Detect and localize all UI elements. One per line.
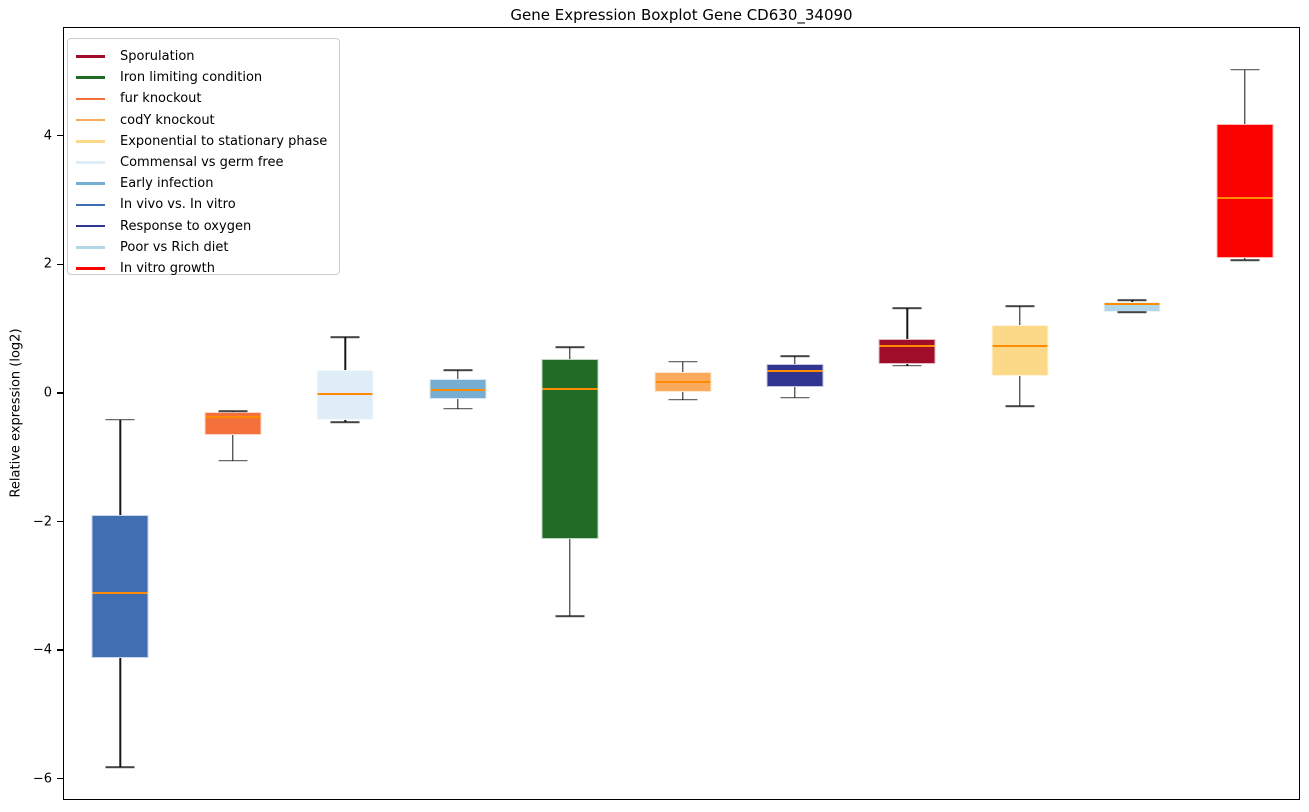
- lower-cap: [218, 460, 248, 462]
- lower-cap: [1230, 259, 1260, 261]
- upper-cap: [1117, 299, 1147, 301]
- box: [91, 514, 149, 658]
- median-line: [655, 380, 710, 383]
- median-line: [205, 416, 261, 419]
- legend-swatch: [76, 118, 105, 122]
- legend-label: codY knockout: [120, 112, 215, 128]
- legend-swatch: [76, 203, 105, 207]
- legend-swatch: [76, 140, 105, 143]
- legend-label: Sporulation: [120, 49, 195, 65]
- y-tick-label: −4: [32, 642, 52, 658]
- upper-cap: [105, 418, 135, 421]
- legend-label: Response to oxygen: [120, 218, 252, 234]
- y-tick-mark: [57, 520, 63, 523]
- median-line: [767, 369, 823, 372]
- legend-swatch: [76, 55, 105, 58]
- lower-cap: [780, 396, 810, 399]
- median-line: [1217, 197, 1273, 200]
- legend-swatch: [76, 76, 105, 80]
- median-line: [1104, 302, 1160, 305]
- median-line: [430, 389, 486, 392]
- plot-area: Sporulation Iron limiting condition fur kn…: [63, 27, 1300, 800]
- legend-swatch: [76, 97, 105, 101]
- whisker-line: [231, 411, 234, 461]
- legend-label: Early infection: [120, 176, 214, 192]
- y-tick-mark: [57, 263, 63, 265]
- legend-label: Iron limiting condition: [120, 70, 263, 86]
- lower-cap: [443, 407, 473, 410]
- legend-swatch: [76, 224, 105, 228]
- y-tick-label: 2: [43, 256, 52, 272]
- y-axis-label: Relative expression (log2): [8, 328, 24, 498]
- lower-cap: [668, 398, 697, 401]
- box: [991, 325, 1049, 376]
- y-tick-label: 0: [43, 385, 52, 401]
- chart-title: Gene Expression Boxplot Gene CD630_34090: [510, 6, 853, 24]
- legend-label: Exponential to stationary phase: [120, 133, 328, 149]
- legend-label: Commensal vs germ free: [120, 155, 284, 171]
- y-tick-mark: [57, 649, 63, 651]
- upper-cap: [668, 360, 697, 363]
- upper-cap: [218, 410, 248, 413]
- legend-item-early-infection: Early infection: [76, 173, 339, 194]
- whisker-line: [906, 308, 909, 366]
- lower-cap: [330, 421, 360, 423]
- legend-label: Poor vs Rich diet: [120, 239, 229, 255]
- legend-item-in-vitro-growth: In vitro growth: [76, 258, 339, 279]
- legend-label: In vivo vs. In vitro: [120, 197, 236, 213]
- box: [1216, 124, 1274, 259]
- y-tick-mark: [57, 134, 63, 137]
- legend-item-in-vivo-vs-in-vitro: In vivo vs. In vitro: [76, 194, 339, 215]
- legend-label: In vitro growth: [120, 260, 215, 276]
- legend-item-fur-knockout: fur knockout: [76, 88, 339, 109]
- lower-cap: [555, 615, 585, 618]
- legend: Sporulation Iron limiting condition fur kn…: [67, 38, 340, 276]
- box: [541, 359, 599, 540]
- legend-swatch: [76, 267, 105, 270]
- median-line: [92, 592, 148, 595]
- legend-item-poor-vs-rich-diet: Poor vs Rich diet: [76, 237, 339, 258]
- median-line: [879, 345, 935, 348]
- legend-item-response-to-oxygen: Response to oxygen: [76, 216, 339, 237]
- legend-label: fur knockout: [120, 91, 202, 107]
- y-tick-label: −6: [32, 771, 52, 787]
- upper-cap: [1005, 305, 1035, 308]
- legend-swatch: [76, 182, 105, 186]
- legend-item-exponential-to-stationary-phase: Exponential to stationary phase: [76, 131, 339, 152]
- legend-swatch: [76, 161, 105, 164]
- legend-item-iron-limiting-condition: Iron limiting condition: [76, 67, 339, 88]
- upper-cap: [1230, 69, 1260, 71]
- legend-item-sporulation: Sporulation: [76, 46, 339, 67]
- upper-cap: [780, 355, 810, 357]
- upper-cap: [892, 307, 922, 310]
- y-tick-mark: [57, 392, 63, 394]
- box: [1103, 301, 1161, 312]
- median-line: [542, 387, 598, 390]
- lower-cap: [1117, 311, 1147, 314]
- upper-cap: [443, 369, 473, 371]
- lower-cap: [105, 766, 135, 768]
- lower-cap: [892, 364, 922, 367]
- lower-cap: [1005, 405, 1035, 407]
- y-tick-label: −2: [32, 514, 52, 530]
- box: [878, 339, 936, 364]
- legend-item-commensal-vs-germ-free: Commensal vs germ free: [76, 152, 339, 173]
- y-tick-mark: [57, 778, 63, 780]
- legend-item-cody-knockout: codY knockout: [76, 110, 339, 131]
- upper-cap: [330, 336, 360, 339]
- legend-swatch: [76, 245, 105, 249]
- median-line: [317, 392, 373, 395]
- box: [766, 363, 824, 387]
- upper-cap: [555, 346, 585, 348]
- median-line: [992, 345, 1048, 348]
- y-tick-label: 4: [43, 128, 52, 144]
